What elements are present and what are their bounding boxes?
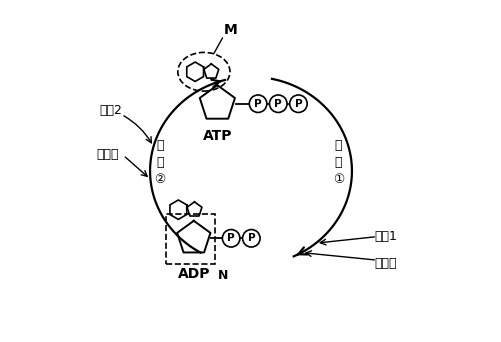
Text: 过
程
②: 过 程 ② xyxy=(154,139,165,186)
Text: 物质甲: 物质甲 xyxy=(374,257,396,270)
Text: 能量2: 能量2 xyxy=(99,104,122,117)
Text: M: M xyxy=(223,23,236,37)
Circle shape xyxy=(242,229,260,247)
Text: ADP: ADP xyxy=(177,267,209,281)
Text: P: P xyxy=(254,99,262,109)
Circle shape xyxy=(289,95,307,113)
Text: ATP: ATP xyxy=(202,129,231,143)
Text: P: P xyxy=(294,99,302,109)
Bar xyxy=(166,214,214,264)
Text: P: P xyxy=(274,99,282,109)
Text: 能量1: 能量1 xyxy=(373,230,396,243)
Circle shape xyxy=(269,95,287,113)
Text: P: P xyxy=(227,233,234,243)
Text: N: N xyxy=(218,268,228,281)
Circle shape xyxy=(249,95,266,113)
Text: 过
程
①: 过 程 ① xyxy=(332,139,343,186)
Text: P: P xyxy=(247,233,255,243)
Circle shape xyxy=(222,229,239,247)
Text: 物质乙: 物质乙 xyxy=(97,148,119,161)
